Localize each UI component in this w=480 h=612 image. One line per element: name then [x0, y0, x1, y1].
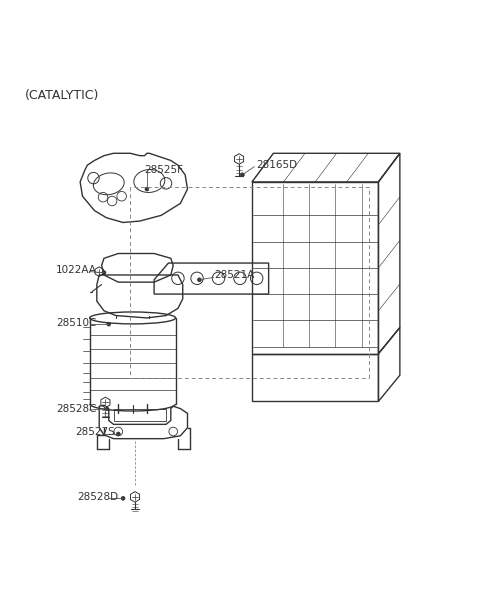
Circle shape [121, 496, 125, 500]
Circle shape [145, 187, 149, 191]
Text: 28528D: 28528D [78, 492, 119, 502]
Text: (CATALYTIC): (CATALYTIC) [25, 89, 100, 102]
Text: 1022AA: 1022AA [56, 265, 97, 275]
Text: 28521A: 28521A [214, 270, 254, 280]
Text: 28528C: 28528C [56, 403, 97, 414]
Text: 28527S: 28527S [75, 427, 115, 438]
Circle shape [107, 323, 111, 326]
Circle shape [198, 278, 201, 282]
Circle shape [116, 432, 120, 436]
Circle shape [102, 271, 106, 275]
Circle shape [240, 173, 244, 177]
Circle shape [105, 407, 108, 411]
Text: 28165D: 28165D [257, 160, 298, 170]
Text: 28525F: 28525F [144, 165, 183, 175]
Text: 28510C: 28510C [56, 318, 96, 327]
